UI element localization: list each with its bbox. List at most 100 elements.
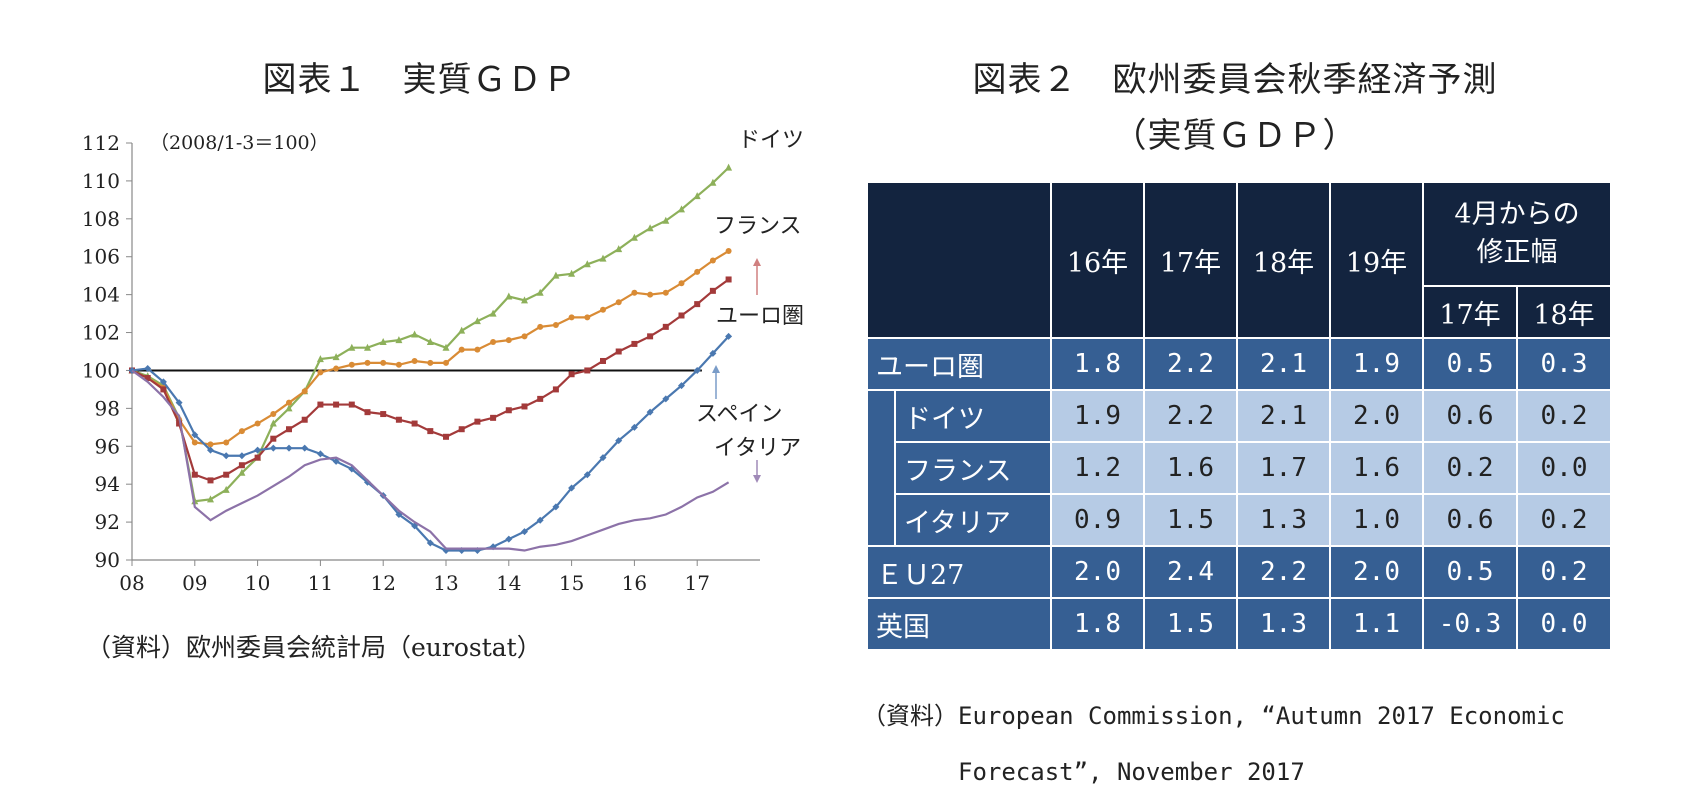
data-point [270, 435, 277, 442]
data-point [317, 369, 324, 376]
data-point [254, 446, 262, 454]
data-point [678, 382, 685, 390]
data-point [725, 163, 733, 171]
data-point [568, 371, 575, 378]
y-tick-label: 98 [95, 396, 120, 420]
data-point [380, 359, 387, 366]
data-point [411, 420, 418, 427]
y-tick-label: 110 [82, 169, 120, 193]
data-point [364, 359, 371, 366]
x-tick-label: 12 [370, 571, 395, 595]
y-tick-label: 92 [95, 510, 120, 534]
data-point [725, 276, 732, 283]
table-row: 英国 1.8 1.5 1.3 1.1 -0.3 0.0 [866, 597, 1612, 651]
data-point [364, 343, 371, 351]
data-point [709, 349, 717, 357]
table-cell: 0.2 [1516, 389, 1612, 443]
x-tick-label: 14 [496, 571, 521, 595]
col-header-16: 16年 [1050, 181, 1145, 339]
table-cell: 0.0 [1516, 441, 1612, 495]
col-header-19: 19年 [1329, 181, 1424, 339]
figure2-source-line2: Forecast”, November 2017 [958, 758, 1305, 786]
data-point [175, 399, 183, 407]
data-point [317, 401, 324, 408]
y-tick-label: 104 [82, 283, 120, 307]
data-point [662, 323, 669, 330]
data-point [238, 462, 245, 469]
arrow-italy-head [753, 475, 761, 483]
rev-header-18: 18年 [1516, 285, 1612, 339]
table-corner-cell [866, 181, 1052, 339]
data-point [144, 375, 151, 382]
table-cell: 2.1 [1236, 337, 1331, 391]
label-france: フランス [714, 214, 802, 239]
x-tick-label: 11 [308, 571, 333, 595]
data-point [474, 346, 481, 353]
data-point [411, 357, 418, 364]
x-tick-label: 10 [245, 571, 270, 595]
data-point [191, 431, 199, 439]
label-euro-area: ユーロ圏 [716, 304, 804, 329]
data-point [568, 484, 576, 492]
table-cell: 2.2 [1236, 545, 1331, 599]
data-point [725, 332, 733, 340]
col-header-17: 17年 [1143, 181, 1238, 339]
data-point [316, 450, 324, 458]
data-point [427, 359, 434, 366]
forecast-table: 16年 17年 18年 19年 4月からの 修正幅 17年 18年 ユーロ圏 1.… [866, 181, 1612, 651]
data-point [238, 428, 245, 435]
data-point [505, 407, 512, 414]
label-germany: ドイツ [738, 128, 804, 153]
table-cell: 1.5 [1143, 597, 1238, 651]
data-point [364, 409, 371, 416]
data-point [521, 333, 528, 340]
data-point [270, 411, 277, 418]
table-cell: 1.9 [1329, 337, 1424, 391]
data-point [395, 336, 403, 344]
x-tick-label: 09 [182, 571, 207, 595]
table-cell: 2.2 [1143, 389, 1238, 443]
data-point [191, 439, 198, 446]
data-point [630, 423, 638, 431]
label-italy: イタリア [714, 436, 801, 461]
figure2-title-line2: （実質ＧＤＰ） [1112, 116, 1358, 156]
data-point [568, 314, 575, 321]
table-row: イタリア 0.9 1.5 1.3 1.0 0.6 0.2 [867, 493, 1612, 547]
table-row: ドイツ 1.9 2.2 2.1 2.0 0.6 0.2 [866, 389, 1612, 547]
x-tick-label: 08 [119, 571, 144, 595]
data-point [316, 355, 324, 363]
data-point [615, 348, 622, 355]
data-point [537, 395, 544, 402]
data-point [489, 309, 497, 317]
table-row: フランス 1.2 1.6 1.7 1.6 0.2 0.0 [867, 441, 1612, 495]
data-point [694, 301, 701, 308]
data-point [380, 411, 387, 418]
data-point [207, 441, 214, 448]
data-point [348, 343, 356, 351]
data-point [159, 378, 167, 386]
data-point [222, 485, 230, 493]
base-period-annotation: （2008/1-3＝100） [150, 132, 329, 154]
data-point [505, 535, 513, 543]
data-point [301, 444, 309, 452]
y-tick-label: 106 [82, 245, 120, 269]
series-line-1 [131, 250, 730, 446]
table-row: ＥＵ27 2.0 2.4 2.2 2.0 0.5 0.2 [866, 545, 1612, 599]
table-cell: 2.2 [1143, 337, 1238, 391]
figure1-source: （資料）欧州委員会統計局（eurostat） [86, 633, 542, 662]
table-cell: 0.9 [1050, 493, 1145, 547]
table-cell: 2.0 [1050, 545, 1145, 599]
data-point [254, 420, 261, 427]
y-tick-label: 96 [95, 434, 120, 458]
data-point [442, 547, 450, 555]
series-line-2 [131, 278, 730, 482]
data-point [144, 365, 152, 373]
row-label: ＥＵ27 [866, 545, 1052, 599]
arrow-euro-area-head [753, 258, 761, 266]
gdp-line-chart: 90 92 94 96 98 100 102 104 106 108 110 112 08 09 10 11 1… [82, 128, 804, 595]
table-cell: 0.6 [1422, 493, 1518, 547]
figure2-source: （資料）European Commission, “Autumn 2017 Ec… [862, 688, 1565, 800]
data-point [332, 353, 340, 361]
figure2-title: 図表２ 欧州委員会秋季経済予測 （実質ＧＤＰ） [860, 52, 1610, 164]
data-point [286, 426, 292, 433]
